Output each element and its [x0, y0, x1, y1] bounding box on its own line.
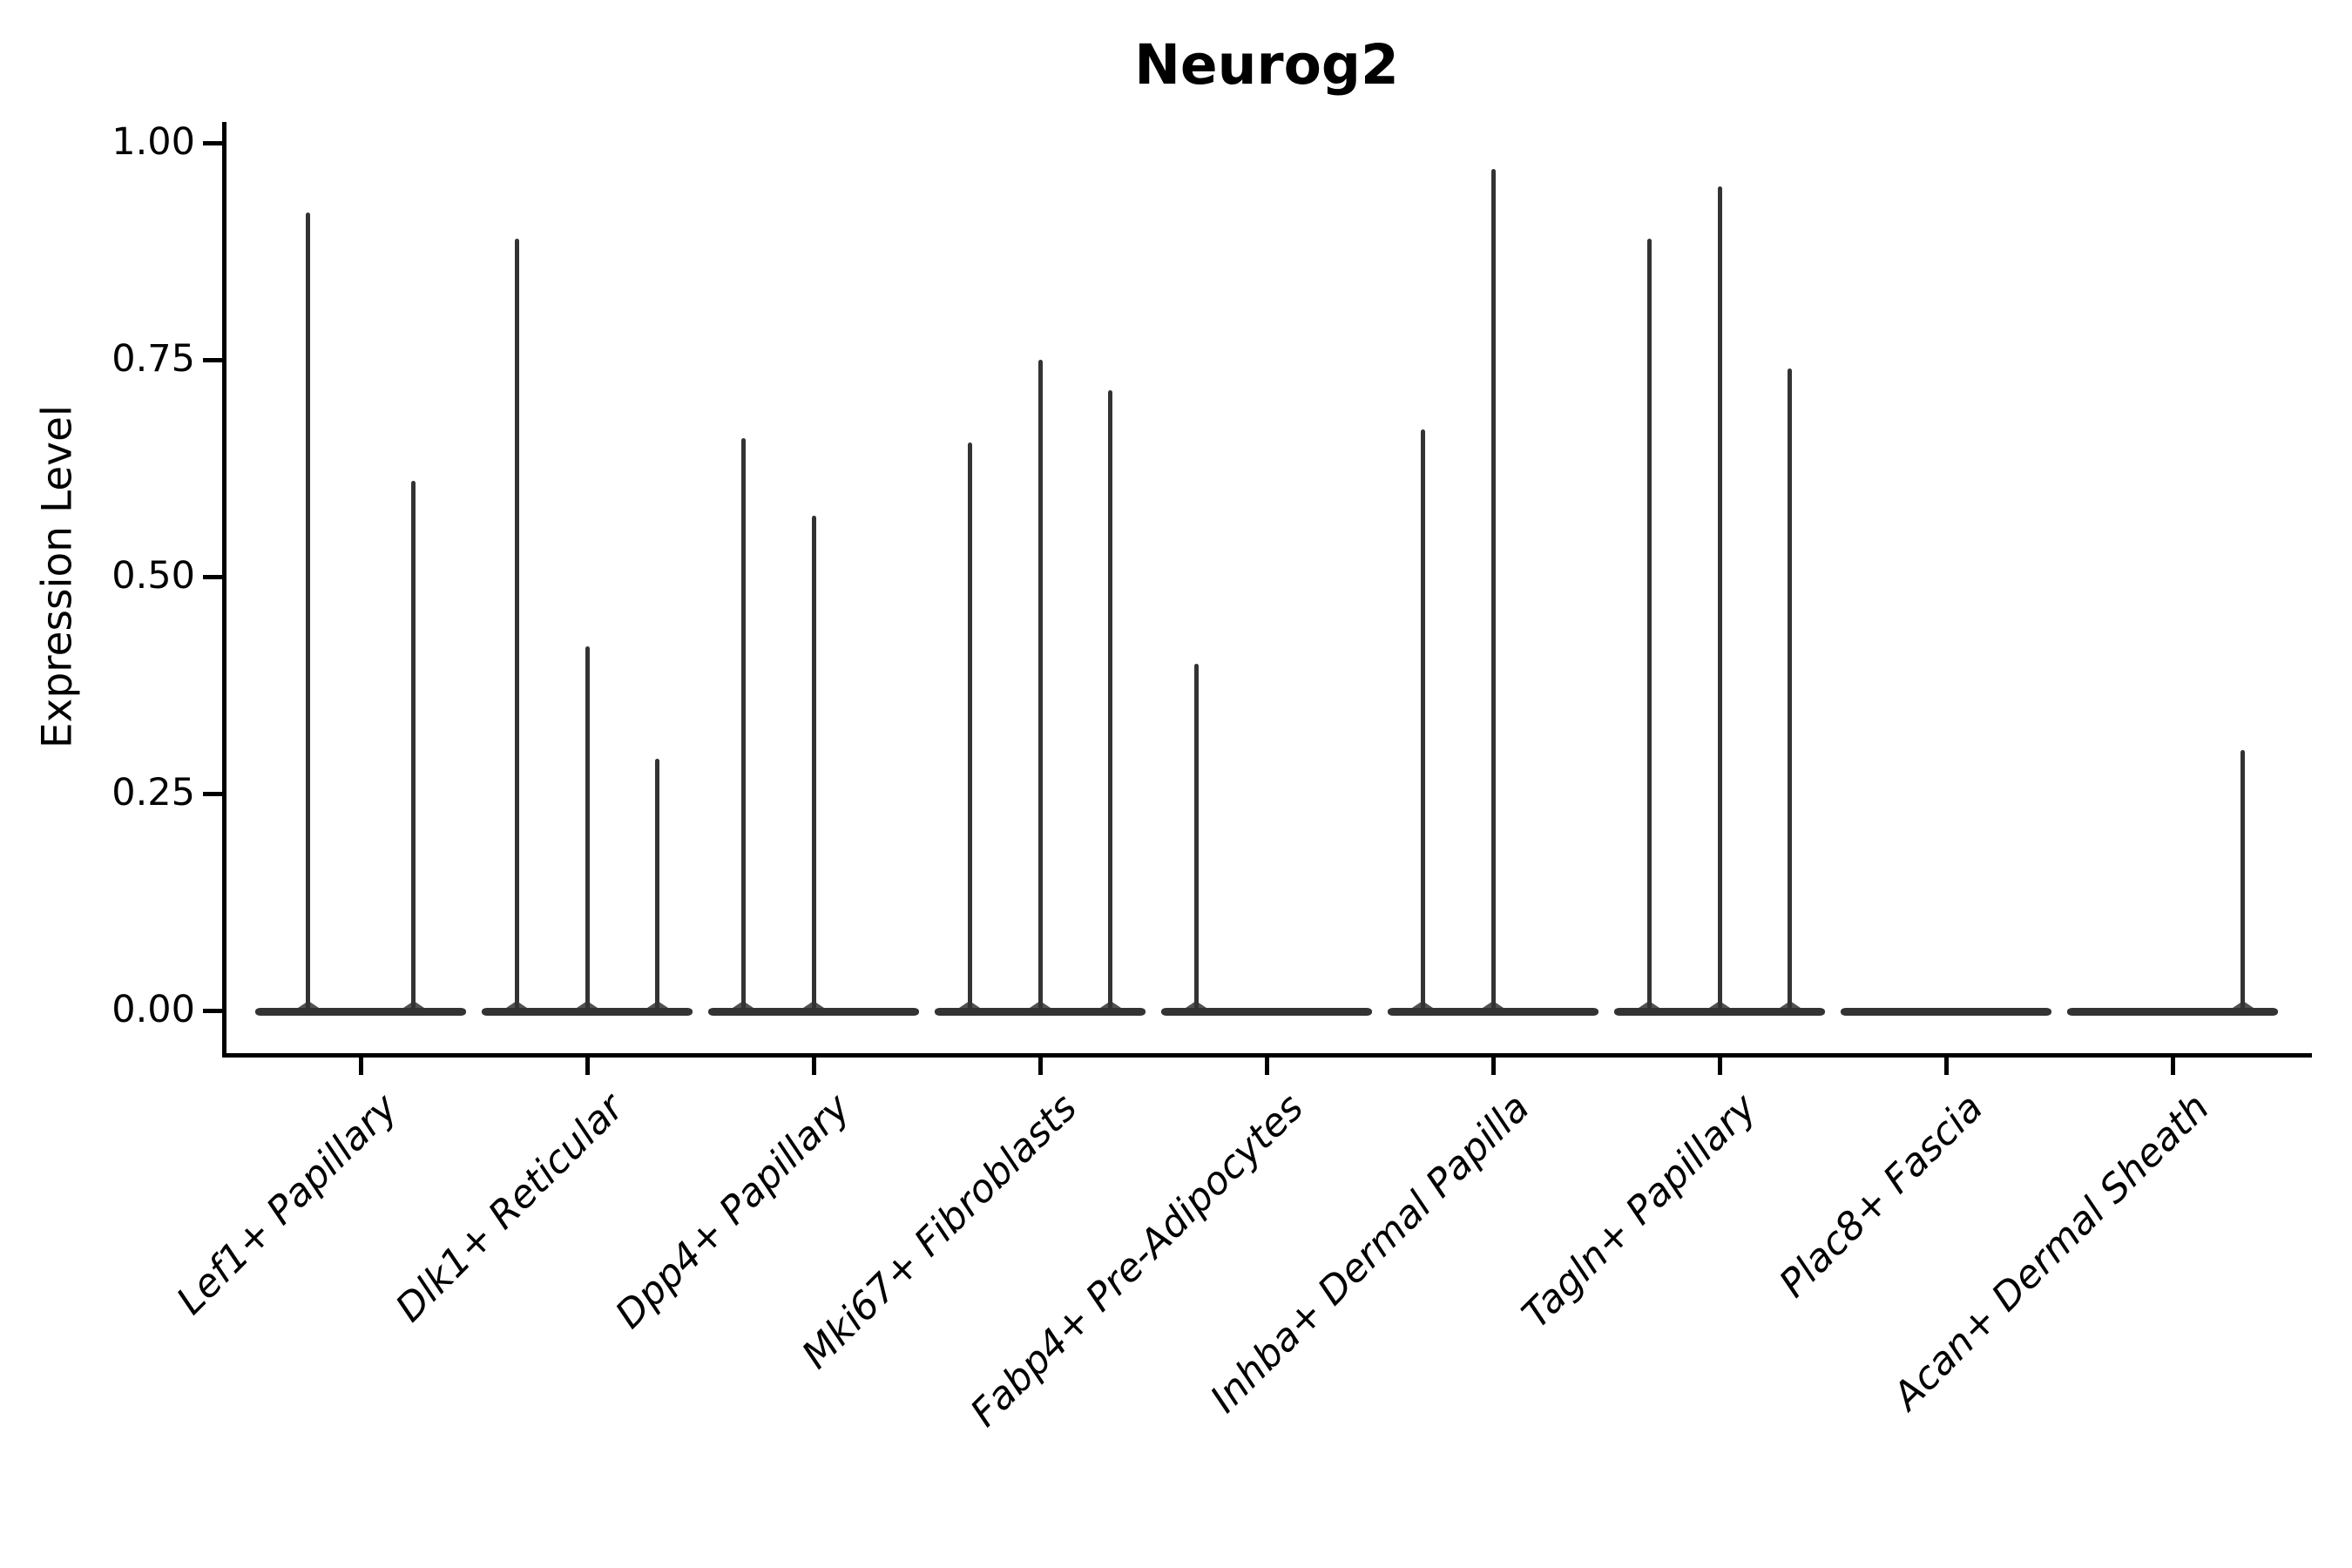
x-tick-mark — [811, 1058, 816, 1075]
violin-spike — [655, 759, 660, 1014]
y-tick-label: 0.75 — [112, 337, 195, 381]
violin-baseline — [2067, 1008, 2278, 1016]
x-tick-label: Dlk1+ Reticular — [387, 1085, 633, 1331]
violin-spike — [514, 238, 519, 1014]
x-tick-mark — [585, 1058, 590, 1075]
violin-spike — [1193, 663, 1199, 1014]
violin-spike — [967, 442, 972, 1014]
x-axis-spine — [222, 1053, 2312, 1058]
violin-spike — [811, 516, 816, 1014]
violin-spike — [306, 212, 310, 1014]
x-tick-label: Tagln+ Papillary — [1513, 1085, 1766, 1337]
violin-spike — [740, 437, 746, 1014]
y-tick-label: 0.25 — [112, 771, 195, 814]
x-tick-label: Lef1+ Papillary — [168, 1085, 407, 1324]
x-tick-mark — [1717, 1058, 1722, 1075]
violin-spike — [1490, 168, 1496, 1014]
violin-spike — [1108, 389, 1113, 1014]
violin-spike — [1646, 238, 1652, 1014]
x-tick-mark — [1490, 1058, 1496, 1075]
y-tick-label: 0.50 — [112, 554, 195, 598]
violin-spike — [2240, 750, 2246, 1014]
y-tick-mark — [203, 140, 222, 145]
chart-title: Neurog2 — [1134, 33, 1399, 97]
y-tick-mark — [203, 574, 222, 579]
violin-baseline — [255, 1008, 466, 1016]
violin-baseline — [1841, 1008, 2051, 1016]
violin-spike — [1037, 360, 1043, 1014]
x-tick-label: Plac8+ Fascia — [1770, 1085, 1992, 1307]
x-tick-mark — [358, 1058, 363, 1075]
violin-spike — [1788, 368, 1793, 1014]
y-tick-label: 0.00 — [112, 988, 195, 1031]
y-tick-mark — [203, 357, 222, 362]
x-tick-mark — [1037, 1058, 1043, 1075]
violin-spike — [585, 645, 590, 1014]
x-tick-mark — [1943, 1058, 1949, 1075]
x-tick-mark — [2170, 1058, 2175, 1075]
violin-baseline — [1161, 1008, 1372, 1016]
violin-spike — [411, 481, 416, 1014]
violin-spike — [1420, 429, 1425, 1014]
y-tick-label: 1.00 — [112, 120, 195, 164]
y-tick-mark — [203, 791, 222, 796]
y-tick-mark — [203, 1008, 222, 1013]
x-tick-mark — [1264, 1058, 1269, 1075]
violin-spike — [1717, 186, 1722, 1014]
y-axis-spine — [222, 122, 226, 1058]
x-tick-label: Dpp4+ Papillary — [607, 1085, 860, 1338]
